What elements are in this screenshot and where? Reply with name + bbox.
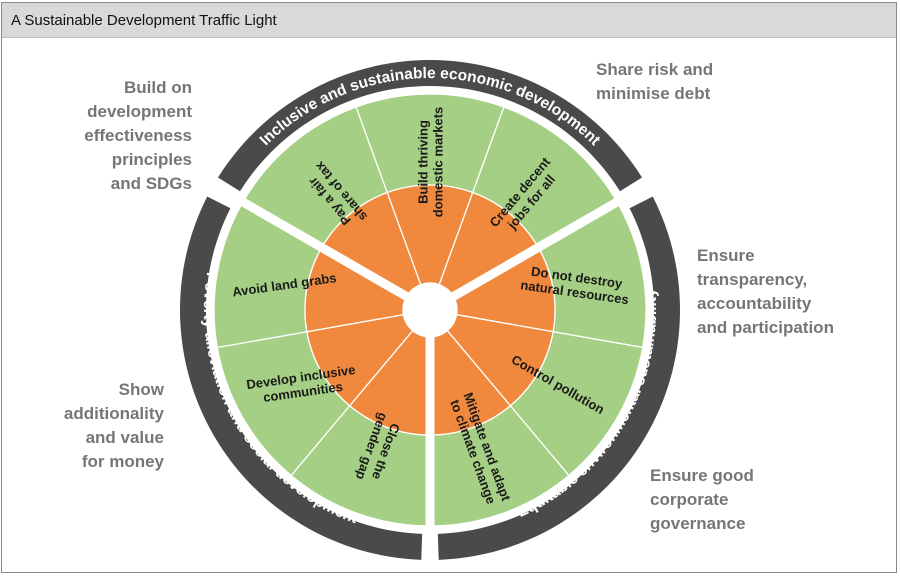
- figure-title: A Sustainable Development Traffic Light: [11, 12, 277, 29]
- side-note-development-effectiveness: Build on development effectiveness princ…: [84, 76, 192, 196]
- side-note-line: effectiveness: [84, 126, 192, 145]
- side-note-line: accountability: [697, 294, 812, 313]
- group-divider: [207, 179, 409, 301]
- side-note-transparency: Ensure transparency, accountability and …: [697, 244, 834, 340]
- wheel-hub: [403, 283, 457, 337]
- side-note-governance: Ensure good corporate governance: [650, 464, 754, 536]
- side-note-line: Ensure good: [650, 466, 754, 485]
- side-note-line: and value: [85, 428, 164, 447]
- figure-header: A Sustainable Development Traffic Light: [2, 3, 896, 38]
- side-note-line: Share risk and: [596, 60, 714, 79]
- band-3: [179, 196, 423, 560]
- segment-label-line: Build thriving: [416, 120, 431, 204]
- side-note-line: principles: [111, 150, 192, 169]
- side-note-line: and SDGs: [110, 174, 192, 193]
- side-note-line: Ensure: [697, 246, 755, 265]
- side-note-line: governance: [650, 514, 746, 533]
- side-note-line: Build on: [124, 78, 192, 97]
- band-1: [217, 60, 643, 192]
- side-note-line: Show: [118, 380, 164, 399]
- side-note-line: corporate: [650, 490, 729, 509]
- side-note-line: development: [87, 102, 192, 121]
- group-divider: [451, 179, 653, 301]
- side-note-line: transparency,: [697, 270, 808, 289]
- segment-label-line: domestic markets: [431, 107, 446, 218]
- side-note-line: additionality: [63, 404, 164, 423]
- band-2: [437, 196, 680, 560]
- side-note-line: and participation: [697, 318, 834, 337]
- side-note-risk-debt: Share risk and minimise debt: [596, 58, 713, 106]
- side-note-additionality: Show additionality and value for money: [64, 378, 164, 474]
- side-note-line: minimise debt: [596, 84, 711, 103]
- side-note-line: for money: [81, 452, 164, 471]
- segment-label: Build thriving domestic markets: [416, 107, 446, 218]
